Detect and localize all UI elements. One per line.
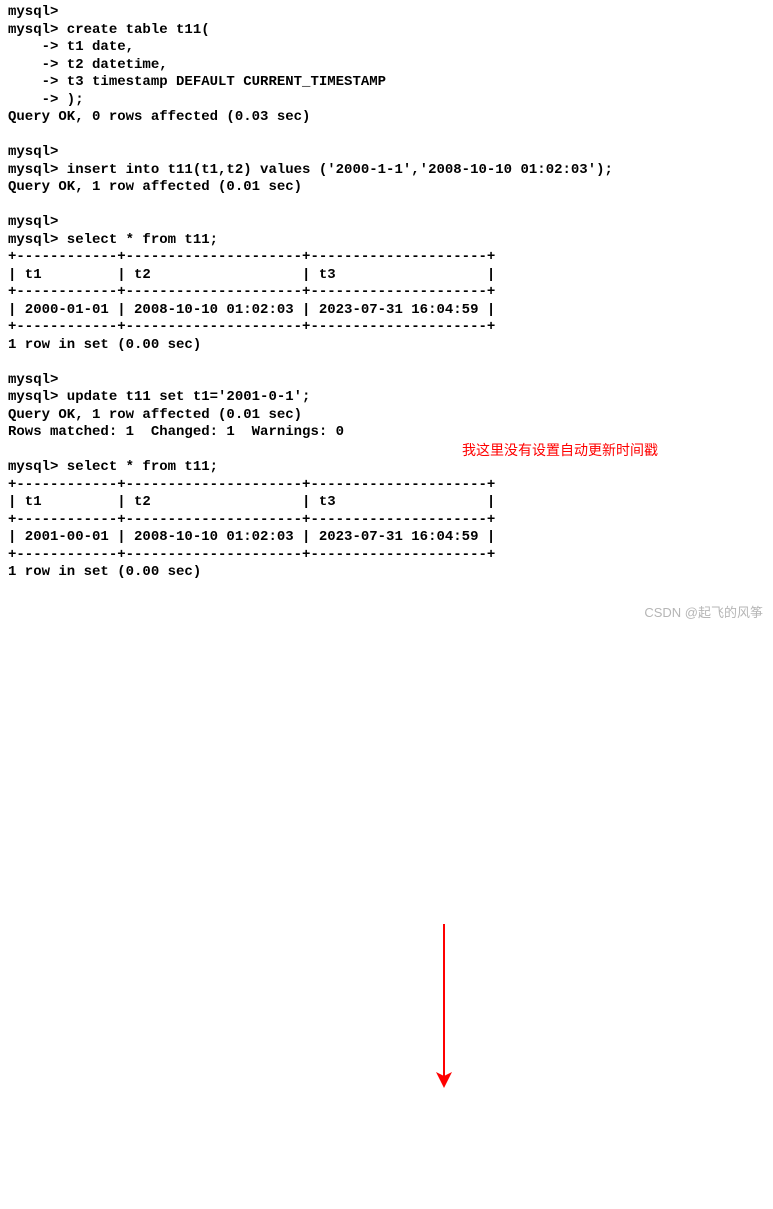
terminal-line: +------------+---------------------+----… xyxy=(8,249,765,267)
terminal-line: mysql> update t11 set t1='2001-0-1'; xyxy=(8,389,765,407)
annotation-arrow xyxy=(8,582,773,1209)
terminal-output: mysql>mysql> create table t11( -> t1 dat… xyxy=(8,4,765,582)
terminal-line: | 2000-01-01 | 2008-10-10 01:02:03 | 202… xyxy=(8,302,765,320)
terminal-line: 1 row in set (0.00 sec) xyxy=(8,564,765,582)
terminal-line: Query OK, 1 row affected (0.01 sec) xyxy=(8,407,765,425)
terminal-line: mysql> xyxy=(8,144,765,162)
annotation-label: 我这里没有设置自动更新时间戳 xyxy=(462,442,658,460)
terminal-line: -> t3 timestamp DEFAULT CURRENT_TIMESTAM… xyxy=(8,74,765,92)
terminal-line: +------------+---------------------+----… xyxy=(8,512,765,530)
terminal-line: mysql> select * from t11; xyxy=(8,232,765,250)
terminal-line: mysql> create table t11( xyxy=(8,22,765,40)
terminal-line: | t1 | t2 | t3 | xyxy=(8,267,765,285)
terminal-line: mysql> xyxy=(8,372,765,390)
terminal-line: 1 row in set (0.00 sec) xyxy=(8,337,765,355)
terminal-line: +------------+---------------------+----… xyxy=(8,547,765,565)
terminal-line: mysql> insert into t11(t1,t2) values ('2… xyxy=(8,162,765,180)
watermark: CSDN @起飞的风筝 xyxy=(644,605,763,621)
terminal-line: -> ); xyxy=(8,92,765,110)
terminal-line: mysql> select * from t11; xyxy=(8,459,765,477)
terminal-line: mysql> xyxy=(8,214,765,232)
terminal-line: +------------+---------------------+----… xyxy=(8,477,765,495)
terminal-line: -> t2 datetime, xyxy=(8,57,765,75)
terminal-line xyxy=(8,127,765,145)
terminal-line: Rows matched: 1 Changed: 1 Warnings: 0 xyxy=(8,424,765,442)
terminal-line: +------------+---------------------+----… xyxy=(8,319,765,337)
terminal-line: mysql> xyxy=(8,4,765,22)
terminal-line: | 2001-00-01 | 2008-10-10 01:02:03 | 202… xyxy=(8,529,765,547)
terminal-line: -> t1 date, xyxy=(8,39,765,57)
terminal-line: | t1 | t2 | t3 | xyxy=(8,494,765,512)
terminal-line xyxy=(8,197,765,215)
terminal-line: Query OK, 1 row affected (0.01 sec) xyxy=(8,179,765,197)
terminal-line xyxy=(8,354,765,372)
terminal-line: +------------+---------------------+----… xyxy=(8,284,765,302)
terminal-line: Query OK, 0 rows affected (0.03 sec) xyxy=(8,109,765,127)
